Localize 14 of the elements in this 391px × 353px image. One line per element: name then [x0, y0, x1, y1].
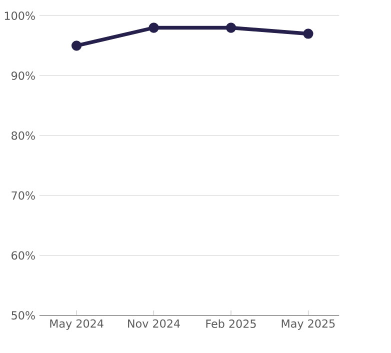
y-tick-label: 70%	[12, 191, 35, 200]
point	[303, 28, 314, 39]
point	[148, 22, 159, 33]
x-tick-label: Feb 2025	[206, 319, 256, 328]
y-tick-label: 90%	[11, 71, 35, 80]
x-tick-label: Nov 2024	[128, 319, 180, 328]
point	[226, 22, 236, 33]
y-tick-label: 60%	[12, 251, 35, 260]
y-tick-label: 50%	[12, 310, 35, 320]
y-tick-label: 100%	[4, 11, 35, 20]
x-tick-label: May 2024	[50, 319, 104, 330]
point	[71, 40, 82, 51]
y-tick-label: 80%	[12, 131, 35, 140]
x-tick-label: May 2025	[282, 319, 335, 330]
